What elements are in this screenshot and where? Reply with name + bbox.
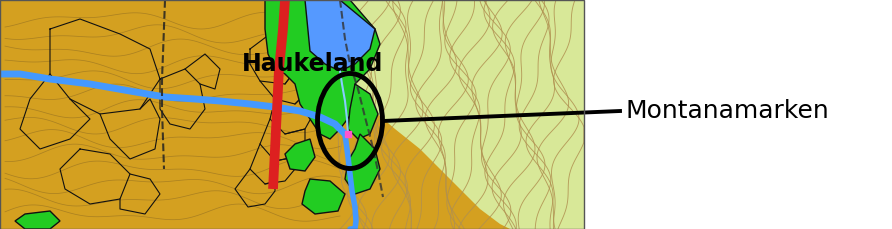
Polygon shape (15, 211, 60, 229)
Polygon shape (348, 84, 378, 139)
Bar (0, 0, 584, 229)
Text: Haukeland: Haukeland (242, 52, 384, 76)
Polygon shape (345, 134, 380, 194)
Polygon shape (330, 0, 584, 229)
Polygon shape (302, 179, 345, 214)
Polygon shape (265, 0, 380, 139)
Polygon shape (285, 139, 315, 171)
Bar (0, 0, 584, 229)
Polygon shape (305, 0, 375, 71)
Text: Montanamarken: Montanamarken (625, 99, 829, 123)
